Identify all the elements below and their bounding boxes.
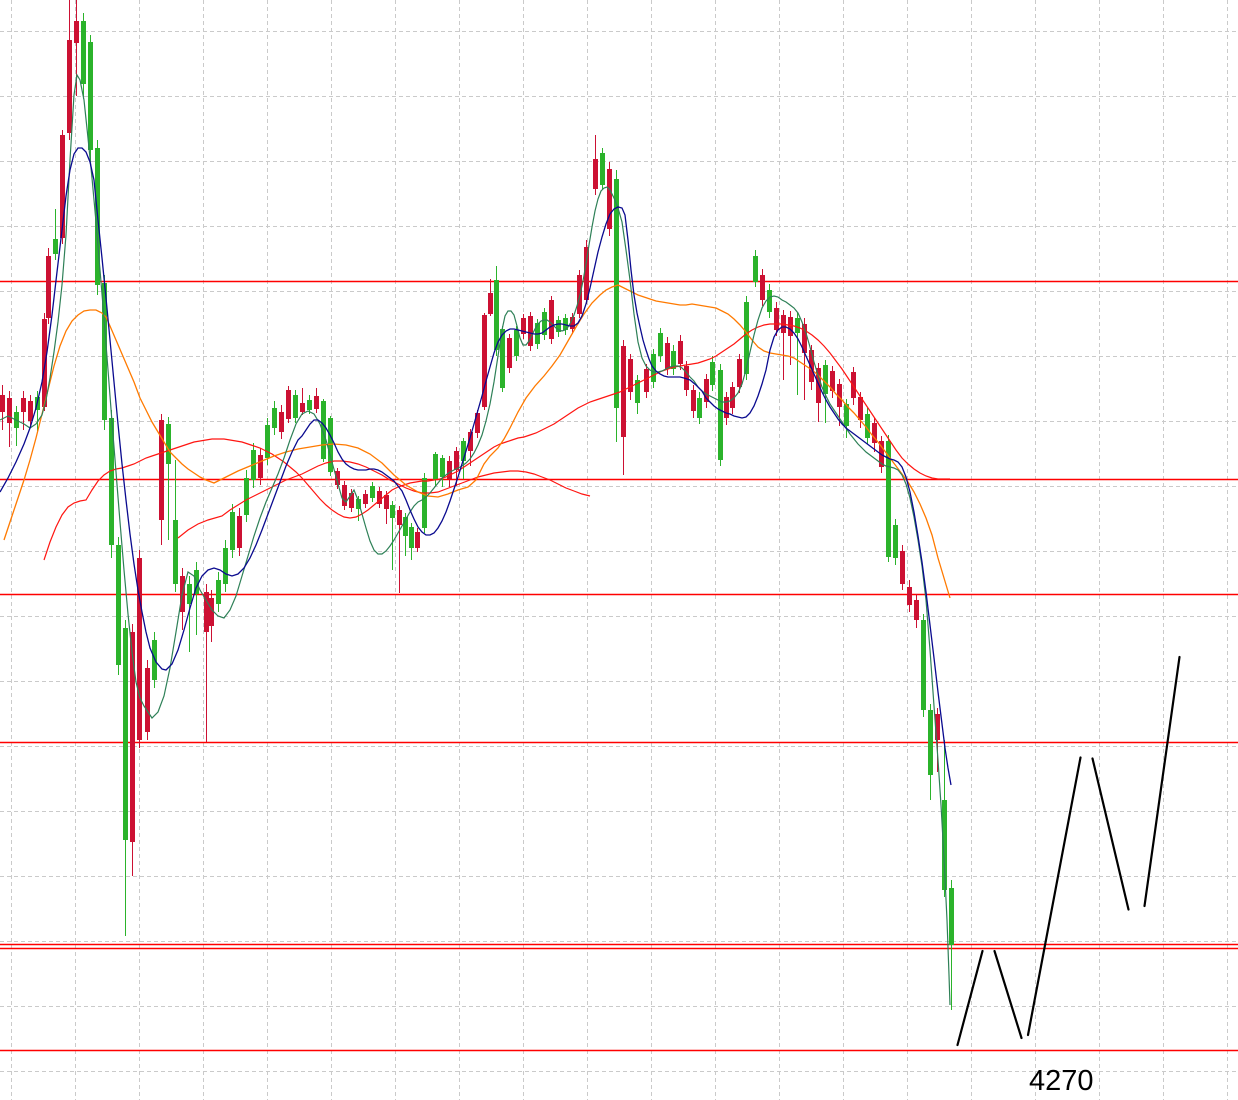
svg-text:4270: 4270 <box>1029 1065 1094 1097</box>
